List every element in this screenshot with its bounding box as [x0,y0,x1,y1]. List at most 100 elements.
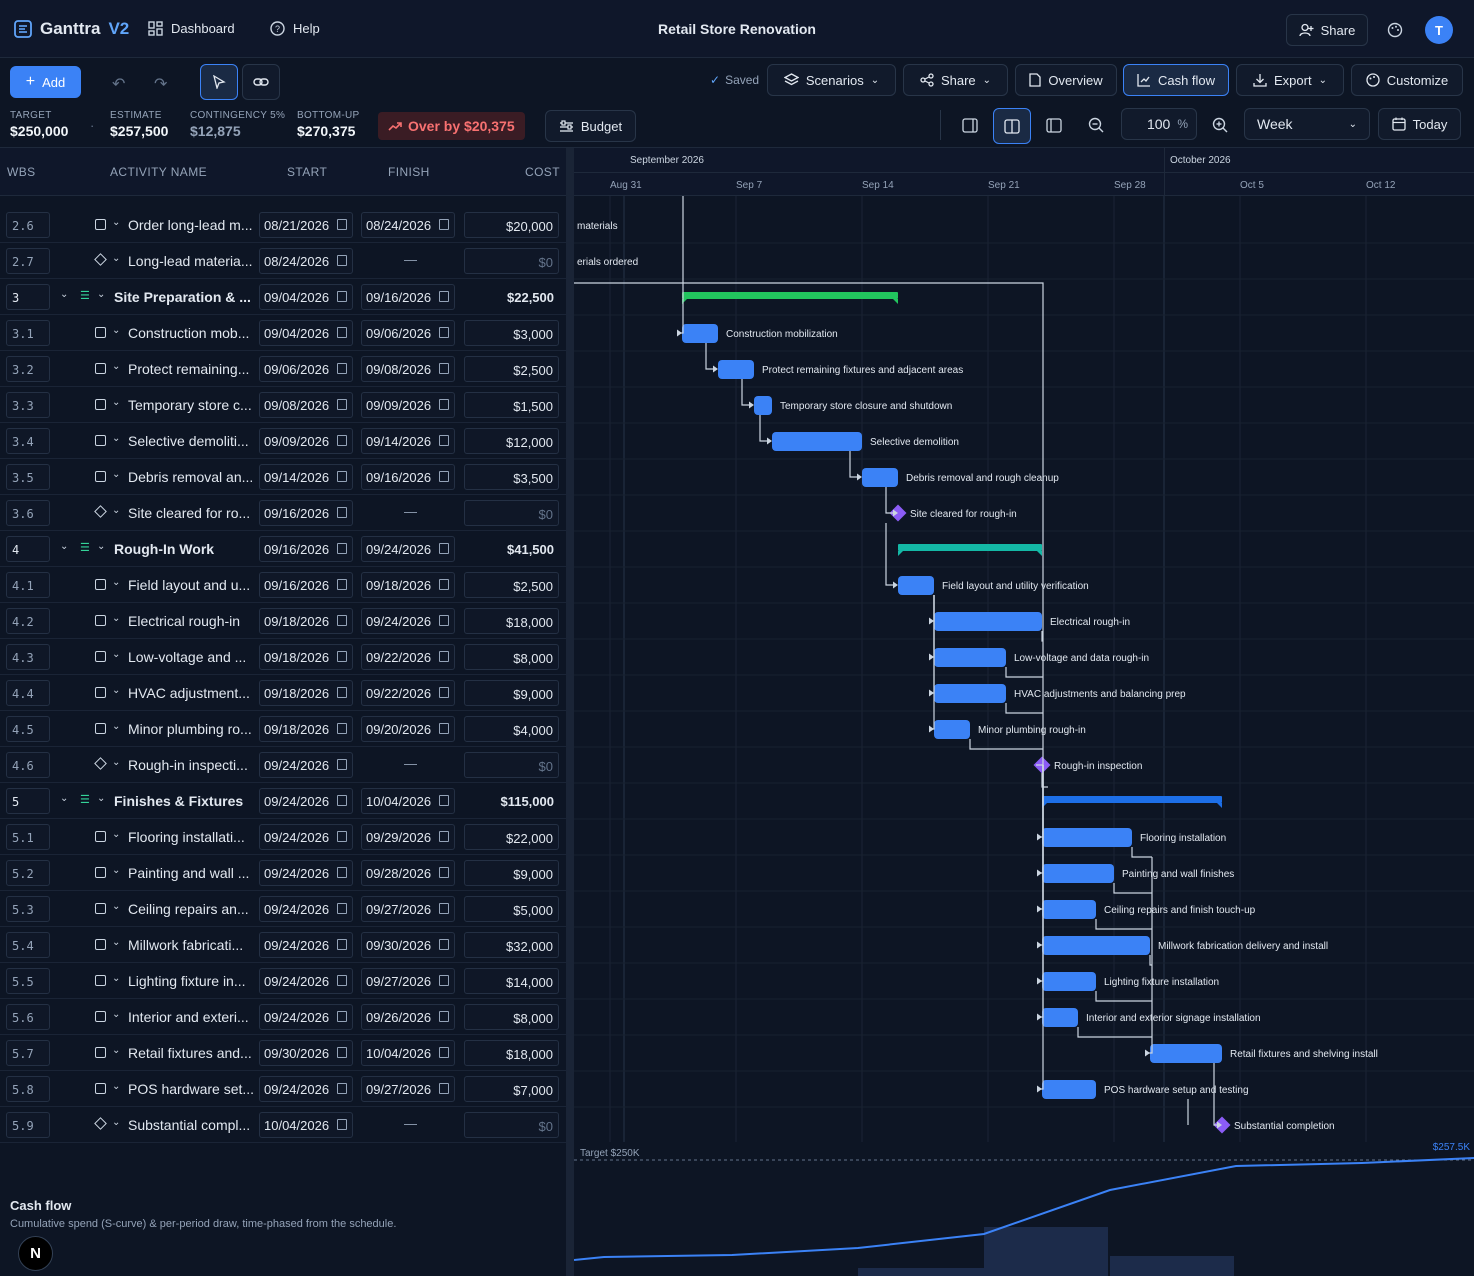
activity-name[interactable]: Low-voltage and ... [128,649,247,665]
task-checkbox[interactable] [95,1083,106,1094]
start-date-field[interactable]: 08/24/2026 [259,248,353,274]
wbs-field[interactable]: 3.1 [6,320,50,346]
today-button[interactable]: Today [1378,108,1461,140]
milestone-row[interactable]: 2.7 ⌄ Long-lead materia... 08/24/2026 — … [0,243,566,279]
finish-date-field[interactable]: 08/24/2026 [361,212,455,238]
chevron-down-icon[interactable]: ⌄ [112,613,121,624]
finish-date-field[interactable]: 09/26/2026 [361,1004,455,1030]
col-activity-name[interactable]: ACTIVITY NAME [110,165,207,179]
redo-icon[interactable]: ↷ [154,76,168,93]
task-checkbox[interactable] [95,435,106,446]
wbs-field[interactable]: 4.6 [6,752,50,778]
finish-date-field[interactable]: 09/24/2026 [361,608,455,634]
cost-field[interactable]: $4,000 [464,716,559,742]
finish-date-field[interactable]: 09/24/2026 [361,536,455,562]
task-checkbox[interactable] [95,867,106,878]
cost-field[interactable]: $9,000 [464,860,559,886]
activity-name[interactable]: Electrical rough-in [128,613,241,629]
task-row[interactable]: 4.4 ⌄ HVAC adjustment... 09/18/2026 09/2… [0,675,566,711]
cost-field[interactable]: $18,000 [464,608,559,634]
start-date-field[interactable]: 09/18/2026 [259,716,353,742]
task-row[interactable]: 5.8 ⌄ POS hardware set... 09/24/2026 09/… [0,1071,566,1107]
collapse-chevron-icon[interactable]: ⌄ [60,289,69,300]
cost-field[interactable]: $41,500 [507,542,554,557]
task-row[interactable]: 3.1 ⌄ Construction mob... 09/04/2026 09/… [0,315,566,351]
overview-button[interactable]: Overview [1015,64,1117,96]
task-row[interactable]: 3.5 ⌄ Debris removal an... 09/14/2026 09… [0,459,566,495]
activity-name[interactable]: Debris removal an... [128,469,254,485]
chevron-down-icon[interactable]: ⌄ [112,253,121,264]
collapse-chevron-icon[interactable]: ⌄ [60,541,69,552]
task-checkbox[interactable] [95,939,106,950]
task-row[interactable]: 5.3 ⌄ Ceiling repairs an... 09/24/2026 0… [0,891,566,927]
collapse-chevron-icon[interactable]: ⌄ [60,793,69,804]
wbs-field[interactable]: 4.1 [6,572,50,598]
start-date-field[interactable]: 09/18/2026 [259,644,353,670]
task-checkbox[interactable] [95,399,106,410]
activity-name[interactable]: Lighting fixture in... [128,973,246,989]
task-row[interactable]: 5.6 ⌄ Interior and exteri... 09/24/2026 … [0,999,566,1035]
task-row[interactable]: 3.4 ⌄ Selective demoliti... 09/09/2026 0… [0,423,566,459]
chevron-down-icon[interactable]: ⌄ [97,793,106,804]
finish-date-field[interactable]: 10/04/2026 [361,1040,455,1066]
cost-field[interactable]: $14,000 [464,968,559,994]
activity-name[interactable]: Temporary store c... [128,397,252,413]
wbs-field[interactable]: 4 [6,536,50,562]
cost-field[interactable]: $22,500 [507,290,554,305]
share-dropdown[interactable]: Share ⌄ [903,64,1008,96]
task-checkbox[interactable] [95,903,106,914]
task-checkbox[interactable] [95,831,106,842]
chevron-down-icon[interactable]: ⌄ [112,865,121,876]
share-project-button[interactable]: Share [1286,14,1368,46]
cost-field[interactable]: $0 [464,500,559,526]
cost-field[interactable]: $0 [464,248,559,274]
start-date-field[interactable]: 09/24/2026 [259,932,353,958]
cost-field[interactable]: $5,000 [464,896,559,922]
summary-row[interactable]: 4 ⌄ ☰ ⌄ Rough-In Work 09/16/2026 09/24/2… [0,531,566,567]
start-date-field[interactable]: 09/04/2026 [259,284,353,310]
wbs-field[interactable]: 2.7 [6,248,50,274]
finish-date-field[interactable]: 09/08/2026 [361,356,455,382]
timescale-select[interactable]: Week ⌄ [1244,108,1370,140]
chevron-down-icon[interactable]: ⌄ [112,505,121,516]
task-checkbox[interactable] [95,687,106,698]
add-button[interactable]: + Add [10,66,81,98]
finish-date-field[interactable]: 09/22/2026 [361,680,455,706]
link-tool-button[interactable] [242,64,280,100]
cost-field[interactable]: $2,500 [464,356,559,382]
pane-splitter[interactable] [566,148,574,1276]
chevron-down-icon[interactable]: ⌄ [97,541,106,552]
nav-dashboard[interactable]: Dashboard [148,21,235,36]
task-row[interactable]: 3.3 ⌄ Temporary store c... 09/08/2026 09… [0,387,566,423]
finish-date-field[interactable]: 10/04/2026 [361,788,455,814]
task-checkbox[interactable] [95,975,106,986]
cost-field[interactable]: $12,000 [464,428,559,454]
col-wbs[interactable]: WBS [7,165,36,179]
task-row[interactable]: 4.2 ⌄ Electrical rough-in 09/18/2026 09/… [0,603,566,639]
task-row[interactable]: 5.2 ⌄ Painting and wall ... 09/24/2026 0… [0,855,566,891]
start-date-field[interactable]: 09/24/2026 [259,896,353,922]
activity-name[interactable]: Long-lead materia... [128,253,253,269]
task-row[interactable]: 3.2 ⌄ Protect remaining... 09/06/2026 09… [0,351,566,387]
wbs-field[interactable]: 4.4 [6,680,50,706]
wbs-field[interactable]: 5.6 [6,1004,50,1030]
start-date-field[interactable]: 09/16/2026 [259,536,353,562]
finish-date-field[interactable]: 09/29/2026 [361,824,455,850]
start-date-field[interactable]: 08/21/2026 [259,212,353,238]
task-checkbox[interactable] [95,723,106,734]
activity-name[interactable]: Field layout and u... [128,577,251,593]
activity-name[interactable]: Selective demoliti... [128,433,249,449]
activity-name[interactable]: Rough-in inspecti... [128,757,248,773]
activity-name[interactable]: Ceiling repairs an... [128,901,249,917]
cost-field[interactable]: $32,000 [464,932,559,958]
start-date-field[interactable]: 09/18/2026 [259,608,353,634]
start-date-field[interactable]: 09/30/2026 [259,1040,353,1066]
wbs-field[interactable]: 5.1 [6,824,50,850]
activity-name[interactable]: Site Preparation & ... [114,289,251,305]
finish-date-field[interactable]: 09/06/2026 [361,320,455,346]
activity-name[interactable]: Interior and exteri... [128,1009,249,1025]
wbs-field[interactable]: 2.6 [6,212,50,238]
finish-date-field[interactable]: 09/27/2026 [361,1076,455,1102]
cost-field[interactable]: $9,000 [464,680,559,706]
zoom-out-button[interactable] [1088,117,1105,137]
